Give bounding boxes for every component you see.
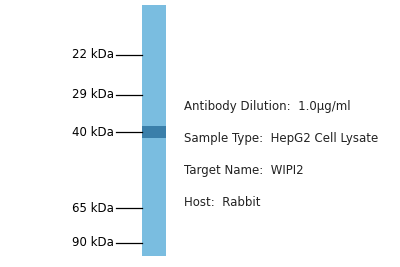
Text: 40 kDa: 40 kDa: [72, 126, 114, 139]
Bar: [142, 126, 166, 138]
Text: 65 kDa: 65 kDa: [72, 202, 114, 215]
Text: Target Name:  WIPI2: Target Name: WIPI2: [184, 164, 304, 177]
Text: Antibody Dilution:  1.0μg/ml: Antibody Dilution: 1.0μg/ml: [184, 100, 351, 113]
Text: 90 kDa: 90 kDa: [72, 237, 114, 249]
Text: Sample Type:  HepG2 Cell Lysate: Sample Type: HepG2 Cell Lysate: [184, 132, 378, 145]
Text: 22 kDa: 22 kDa: [72, 48, 114, 61]
Bar: [142, 5, 166, 256]
Text: 29 kDa: 29 kDa: [72, 88, 114, 101]
Text: Host:  Rabbit: Host: Rabbit: [184, 197, 260, 209]
